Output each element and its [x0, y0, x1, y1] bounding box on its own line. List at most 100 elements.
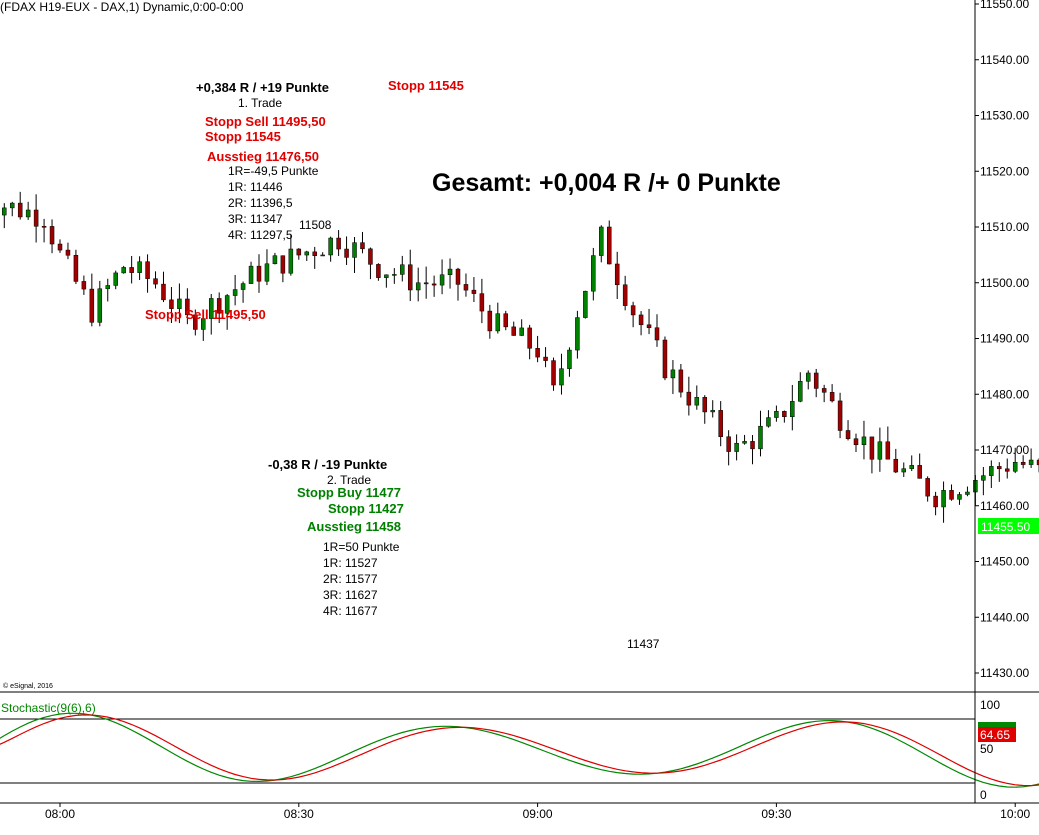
candle-body: [805, 372, 811, 382]
annotation-text: +0,384 R / +19 Punkte: [196, 80, 329, 95]
candle-body: [710, 410, 715, 413]
candle-body: [662, 339, 668, 379]
x-tick-label: 10:00: [1000, 807, 1030, 821]
candle-body: [304, 251, 310, 256]
candle-body: [750, 441, 755, 450]
candle-body: [296, 248, 302, 256]
stoch-tick-label: 0: [980, 788, 987, 802]
candle-body: [487, 310, 493, 332]
candle-body: [495, 313, 501, 332]
annotation-text: 4R: 11677: [323, 604, 378, 618]
candle-body: [686, 391, 692, 406]
candle-body: [97, 288, 103, 323]
candle-body: [949, 490, 954, 500]
annotation-text: Stopp 11545: [205, 129, 281, 144]
candle-body: [654, 327, 660, 341]
candle-body: [320, 254, 325, 257]
candle-body: [981, 475, 986, 481]
candle-body: [511, 326, 516, 336]
y-tick-label: 11540.00: [980, 53, 1029, 67]
candle-body: [17, 202, 23, 218]
candle-body: [376, 264, 381, 278]
candle-body: [415, 282, 421, 291]
candle-body: [758, 425, 763, 450]
candle-body: [567, 349, 572, 369]
x-tick-label: 08:00: [45, 807, 75, 821]
stoch-value-tag-green: [978, 722, 1016, 728]
candle-body: [9, 202, 15, 209]
annotation-text: Ausstieg 11458: [307, 519, 401, 534]
candle-body: [734, 442, 739, 452]
candle-body: [161, 283, 166, 301]
y-tick-label: 11500.00: [980, 276, 1029, 290]
stoch-tick-label: 100: [980, 698, 1000, 712]
annotation-text: Stopp 11545: [388, 78, 464, 93]
candle-body: [201, 318, 206, 330]
candle-body: [121, 267, 126, 274]
annotation-text: Stopp Sell 11495,50: [205, 114, 326, 129]
annotation-text: 1R: 11527: [323, 556, 378, 570]
candle-body: [622, 284, 628, 306]
y-tick-label: 11450.00: [980, 555, 1029, 569]
candle-body: [853, 438, 859, 446]
last-price-value: 11455.50: [981, 520, 1030, 534]
candle-body: [423, 282, 429, 285]
candle-body: [57, 243, 63, 251]
x-tick-label: 09:30: [761, 807, 791, 821]
candle-body: [885, 441, 891, 460]
candle-body: [89, 288, 95, 323]
annotation-text: 2. Trade: [327, 473, 371, 487]
y-tick-label: 11470.00: [980, 443, 1029, 457]
chart-title: (FDAX H19-EUX - DAX,1) Dynamic,0:00-0:00: [0, 0, 244, 14]
annotation-text: Gesamt: +0,004 R /+ 0 Punkte: [432, 169, 781, 197]
annotation-text: 11437: [627, 637, 660, 651]
candle-body: [33, 209, 39, 227]
candle-body: [646, 324, 652, 328]
annotation-text: 1. Trade: [238, 96, 282, 110]
candle-body: [177, 298, 182, 309]
candle-body: [384, 274, 389, 278]
last-price-tag: [978, 518, 1039, 534]
candle-body: [782, 411, 787, 417]
candle-body: [145, 261, 150, 279]
candle-body: [829, 392, 835, 402]
candle-body: [774, 411, 779, 418]
candle-body: [893, 458, 899, 473]
candle-body: [917, 465, 922, 479]
candle-body: [439, 274, 445, 286]
annotation-text: 2R: 11577: [323, 572, 378, 586]
annotation-text: Stopp 11427: [328, 501, 404, 516]
y-tick-label: 11430.00: [980, 666, 1029, 680]
candle-body: [965, 491, 970, 495]
annotation-text: Stopp Buy 11477: [297, 485, 401, 500]
candle-body: [479, 293, 485, 312]
candle-body: [798, 381, 803, 402]
candle-body: [583, 290, 588, 318]
candle-body: [845, 430, 851, 439]
candle-body: [726, 436, 731, 452]
candle-body: [407, 264, 413, 291]
candle-body: [368, 248, 373, 265]
candle-body: [105, 285, 111, 290]
candle-body: [877, 441, 883, 460]
candle-body: [360, 242, 365, 250]
candle-body: [447, 268, 453, 275]
y-tick-label: 11520.00: [980, 164, 1029, 178]
candle-body: [169, 299, 174, 309]
candle-body: [49, 226, 55, 245]
candle-body: [559, 368, 564, 386]
candle-body: [431, 283, 437, 286]
candle-body: [352, 242, 357, 258]
candle-body: [702, 397, 708, 413]
candle-body: [718, 410, 723, 437]
candle-body: [400, 264, 405, 275]
candle-body: [997, 466, 1002, 470]
candle-body: [1028, 459, 1034, 465]
candle-body: [670, 369, 676, 379]
candle-body: [535, 348, 540, 358]
annotation-text: 2R: 11396,5: [228, 196, 293, 210]
candle-body: [264, 263, 270, 282]
y-tick-label: 11550.00: [980, 0, 1029, 11]
candle-body: [137, 261, 142, 273]
